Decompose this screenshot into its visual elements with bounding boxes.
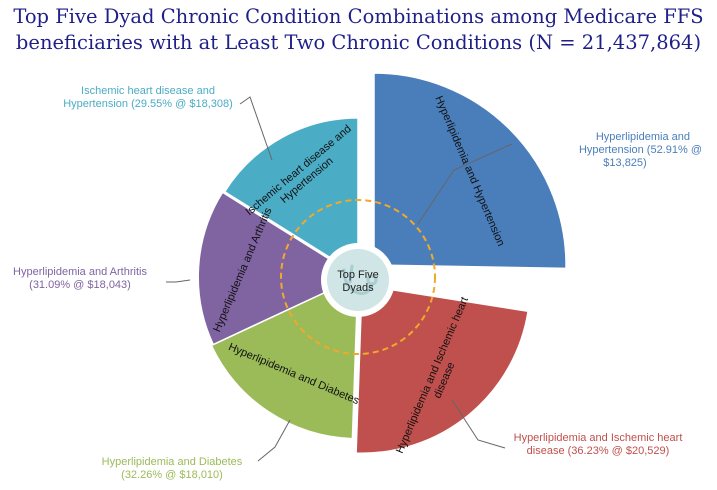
slice-4	[197, 191, 360, 346]
slice-3-outer-label: Hyperlipidemia and Diabetes (32.26% @ $18…	[102, 456, 243, 481]
chart-slice-outer-labels: Hyperlipidemia and Hypertension (52.91% @…	[13, 85, 702, 481]
leader-line-1	[417, 143, 513, 225]
chart-title-line-1: Top Five Dyad Chronic Condition Combinat…	[13, 5, 704, 28]
center-label-line-2: Dyads	[342, 282, 374, 294]
center-label-line-1: Top Five	[337, 269, 379, 281]
chart-title: Top Five Dyad Chronic Condition Combinat…	[0, 4, 717, 56]
leader-line-5	[239, 96, 273, 161]
slice-1	[373, 72, 567, 270]
dashed-ring	[280, 199, 436, 355]
slice-2	[355, 284, 529, 454]
slice-5-outer-label: Ischemic heart disease and Hypertension (…	[63, 85, 233, 110]
chart-slices	[197, 72, 567, 454]
slice-4-outer-label: Hyperlipidemia and Arthritis (31.09% @ $1…	[13, 266, 147, 291]
slice-1-outer-label: Hyperlipidemia and Hypertension (52.91% @…	[579, 131, 702, 169]
chart-title-line-2: beneficiaries with at Least Two Chronic …	[15, 31, 702, 54]
leader-line-3	[257, 419, 291, 462]
leader-line-4	[166, 279, 191, 283]
leader-line-2	[451, 399, 506, 449]
slice-5	[223, 117, 359, 277]
chart-center-badge: Top Five Dyads	[321, 243, 395, 317]
stethoscope-icon	[342, 264, 378, 295]
slice-3	[210, 275, 359, 440]
slice-2-outer-label: Hyperlipidemia and Ischemic heart disease…	[514, 432, 683, 457]
chart-leader-lines	[166, 96, 513, 462]
